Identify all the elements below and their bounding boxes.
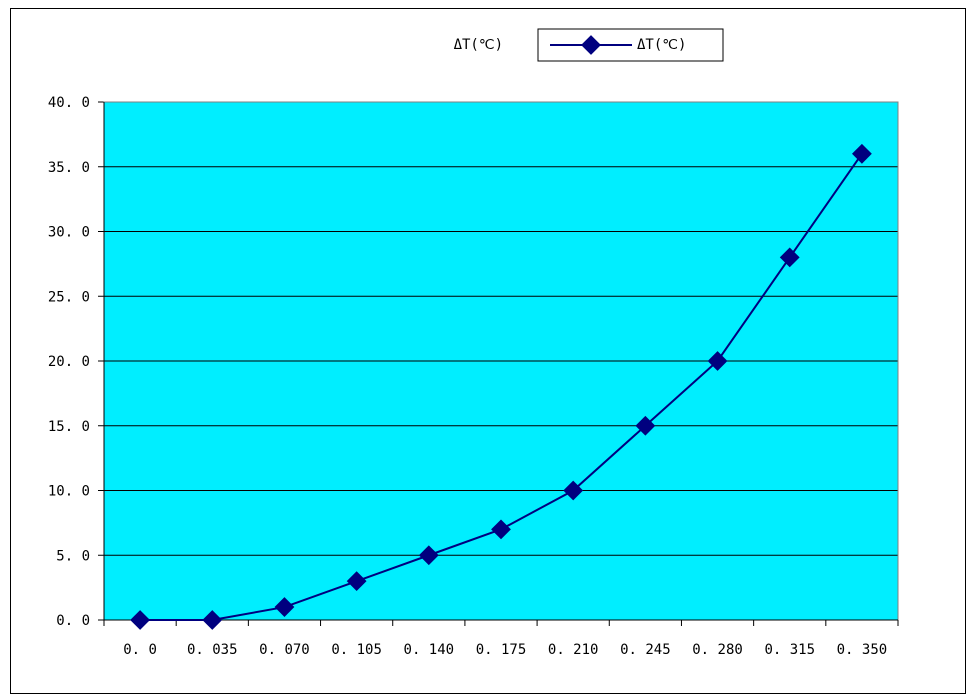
x-tick-label: 0. 315: [764, 642, 815, 658]
data-point: [491, 519, 511, 540]
data-point: [563, 480, 584, 501]
data-point: [274, 597, 295, 617]
x-tick-label: 0. 140: [404, 642, 455, 658]
y-tick-label: 5. 0: [56, 548, 90, 564]
legend: ΔT(℃): [537, 28, 724, 62]
y-tick-label: 15. 0: [48, 419, 90, 435]
x-tick-label: 0. 0: [123, 642, 157, 658]
x-tick-label: 0. 280: [692, 642, 743, 658]
x-tick-label: 0. 350: [837, 642, 888, 658]
x-tick-label: 0. 210: [548, 642, 599, 658]
x-tick-label: 0. 245: [620, 642, 671, 658]
y-tick-label: 35. 0: [48, 160, 90, 176]
data-point: [707, 351, 728, 371]
y-tick-label: 30. 0: [48, 225, 90, 241]
x-tick-label: 0. 105: [331, 642, 382, 658]
data-point: [418, 545, 439, 566]
y-tick-label: 25. 0: [48, 289, 90, 305]
y-tick-label: 40. 0: [48, 95, 90, 111]
chart-title: ΔT(℃): [454, 37, 503, 53]
x-tick-label: 0. 175: [476, 642, 527, 658]
y-tick-label: 10. 0: [48, 484, 90, 500]
x-tick-label: 0. 035: [187, 642, 238, 658]
data-point: [346, 571, 367, 592]
legend-series-label: ΔT(℃): [637, 37, 686, 53]
y-tick-label: 20. 0: [48, 354, 90, 370]
y-tick-label: 0. 0: [56, 613, 90, 629]
x-tick-label: 0. 070: [259, 642, 310, 658]
data-point: [635, 415, 656, 436]
